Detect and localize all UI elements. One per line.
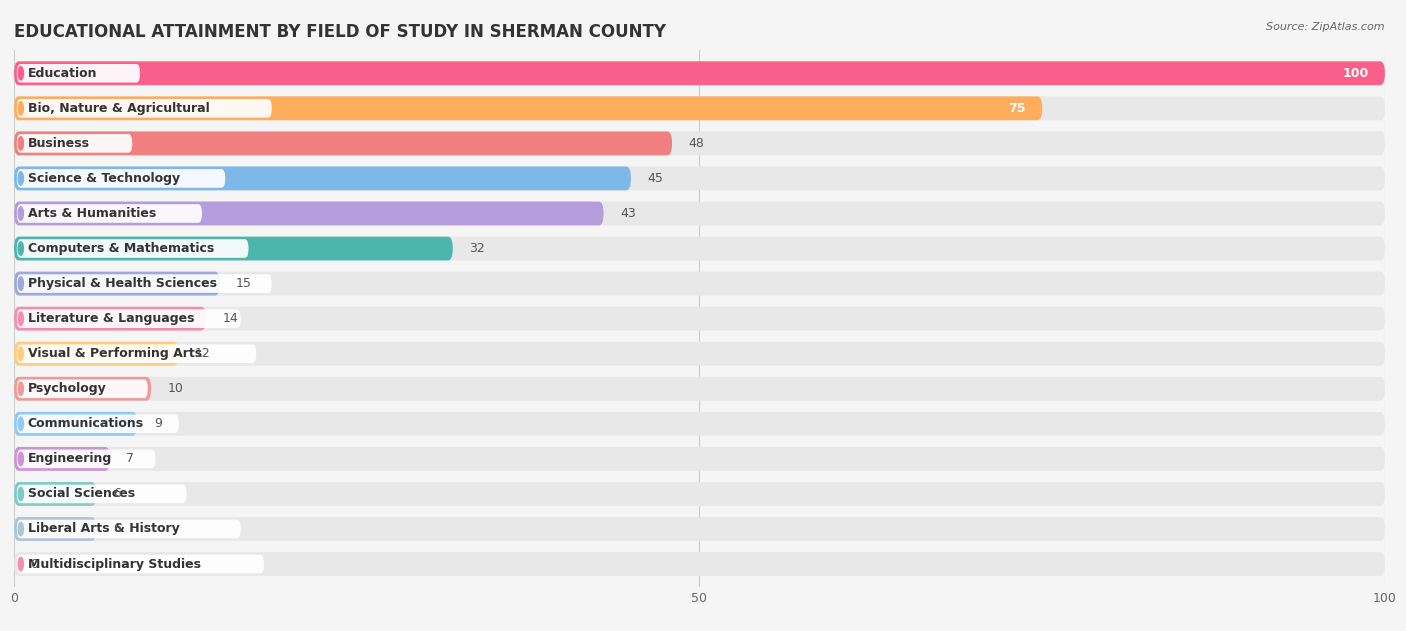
FancyBboxPatch shape [17, 309, 240, 328]
Text: 15: 15 [236, 277, 252, 290]
Circle shape [18, 172, 24, 185]
Text: Computers & Mathematics: Computers & Mathematics [28, 242, 214, 255]
Text: Communications: Communications [28, 417, 143, 430]
FancyBboxPatch shape [14, 517, 96, 541]
FancyBboxPatch shape [17, 134, 132, 153]
FancyBboxPatch shape [14, 167, 631, 191]
FancyBboxPatch shape [14, 272, 1385, 295]
FancyBboxPatch shape [17, 520, 240, 538]
Text: 32: 32 [470, 242, 485, 255]
Circle shape [18, 102, 24, 115]
FancyBboxPatch shape [17, 485, 187, 504]
FancyBboxPatch shape [14, 482, 1385, 506]
FancyBboxPatch shape [14, 97, 1042, 121]
FancyBboxPatch shape [14, 447, 1385, 471]
FancyBboxPatch shape [17, 169, 225, 188]
Text: 10: 10 [167, 382, 183, 395]
Text: 100: 100 [1343, 67, 1368, 80]
Text: 9: 9 [153, 417, 162, 430]
FancyBboxPatch shape [14, 447, 110, 471]
FancyBboxPatch shape [14, 482, 96, 506]
FancyBboxPatch shape [17, 99, 271, 117]
FancyBboxPatch shape [14, 131, 672, 155]
Circle shape [18, 277, 24, 290]
Text: Visual & Performing Arts: Visual & Performing Arts [28, 347, 201, 360]
FancyBboxPatch shape [14, 272, 219, 295]
Text: 6: 6 [112, 487, 121, 500]
Text: 0: 0 [31, 558, 38, 570]
Circle shape [18, 207, 24, 220]
Circle shape [18, 242, 24, 255]
FancyBboxPatch shape [14, 307, 207, 331]
FancyBboxPatch shape [17, 415, 179, 433]
FancyBboxPatch shape [17, 555, 264, 574]
Text: Business: Business [28, 137, 90, 150]
FancyBboxPatch shape [17, 449, 156, 468]
Text: Psychology: Psychology [28, 382, 107, 395]
Text: 45: 45 [647, 172, 664, 185]
FancyBboxPatch shape [14, 377, 152, 401]
Text: Science & Technology: Science & Technology [28, 172, 180, 185]
Circle shape [18, 557, 24, 570]
FancyBboxPatch shape [14, 237, 453, 261]
Text: 6: 6 [112, 522, 121, 536]
FancyBboxPatch shape [17, 64, 141, 83]
Circle shape [18, 312, 24, 326]
Text: Literature & Languages: Literature & Languages [28, 312, 194, 325]
Circle shape [18, 67, 24, 80]
Text: 7: 7 [127, 452, 135, 466]
Text: 48: 48 [689, 137, 704, 150]
Text: Social Sciences: Social Sciences [28, 487, 135, 500]
FancyBboxPatch shape [14, 201, 603, 225]
Text: 14: 14 [222, 312, 238, 325]
FancyBboxPatch shape [17, 379, 148, 398]
FancyBboxPatch shape [14, 342, 179, 365]
FancyBboxPatch shape [14, 167, 1385, 191]
Text: Education: Education [28, 67, 97, 80]
FancyBboxPatch shape [14, 131, 1385, 155]
FancyBboxPatch shape [14, 61, 1385, 85]
Text: Physical & Health Sciences: Physical & Health Sciences [28, 277, 217, 290]
FancyBboxPatch shape [14, 61, 1385, 85]
FancyBboxPatch shape [14, 307, 1385, 331]
Text: 75: 75 [1008, 102, 1026, 115]
FancyBboxPatch shape [14, 552, 1385, 576]
Text: Bio, Nature & Agricultural: Bio, Nature & Agricultural [28, 102, 209, 115]
Circle shape [18, 382, 24, 396]
FancyBboxPatch shape [14, 412, 138, 436]
FancyBboxPatch shape [14, 342, 1385, 365]
Circle shape [18, 487, 24, 500]
Text: Liberal Arts & History: Liberal Arts & History [28, 522, 180, 536]
FancyBboxPatch shape [17, 204, 202, 223]
FancyBboxPatch shape [14, 517, 1385, 541]
FancyBboxPatch shape [17, 239, 249, 258]
Circle shape [18, 452, 24, 466]
Circle shape [18, 137, 24, 150]
FancyBboxPatch shape [17, 274, 271, 293]
Circle shape [18, 522, 24, 536]
FancyBboxPatch shape [14, 412, 1385, 436]
Text: Source: ZipAtlas.com: Source: ZipAtlas.com [1267, 22, 1385, 32]
Circle shape [18, 417, 24, 430]
FancyBboxPatch shape [14, 237, 1385, 261]
Text: 43: 43 [620, 207, 636, 220]
Text: 12: 12 [195, 347, 211, 360]
FancyBboxPatch shape [14, 97, 1385, 121]
Text: Multidisciplinary Studies: Multidisciplinary Studies [28, 558, 201, 570]
Text: Engineering: Engineering [28, 452, 111, 466]
Circle shape [18, 347, 24, 360]
FancyBboxPatch shape [17, 345, 256, 363]
Text: EDUCATIONAL ATTAINMENT BY FIELD OF STUDY IN SHERMAN COUNTY: EDUCATIONAL ATTAINMENT BY FIELD OF STUDY… [14, 23, 666, 40]
Text: Arts & Humanities: Arts & Humanities [28, 207, 156, 220]
FancyBboxPatch shape [14, 377, 1385, 401]
FancyBboxPatch shape [14, 201, 1385, 225]
